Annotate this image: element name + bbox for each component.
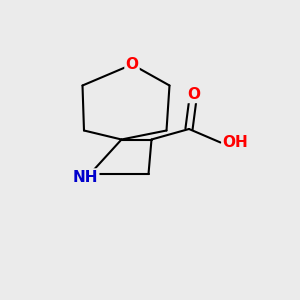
Text: OH: OH [222, 135, 248, 150]
Text: NH: NH [73, 169, 98, 184]
Text: O: O [125, 57, 139, 72]
Text: O: O [187, 87, 200, 102]
